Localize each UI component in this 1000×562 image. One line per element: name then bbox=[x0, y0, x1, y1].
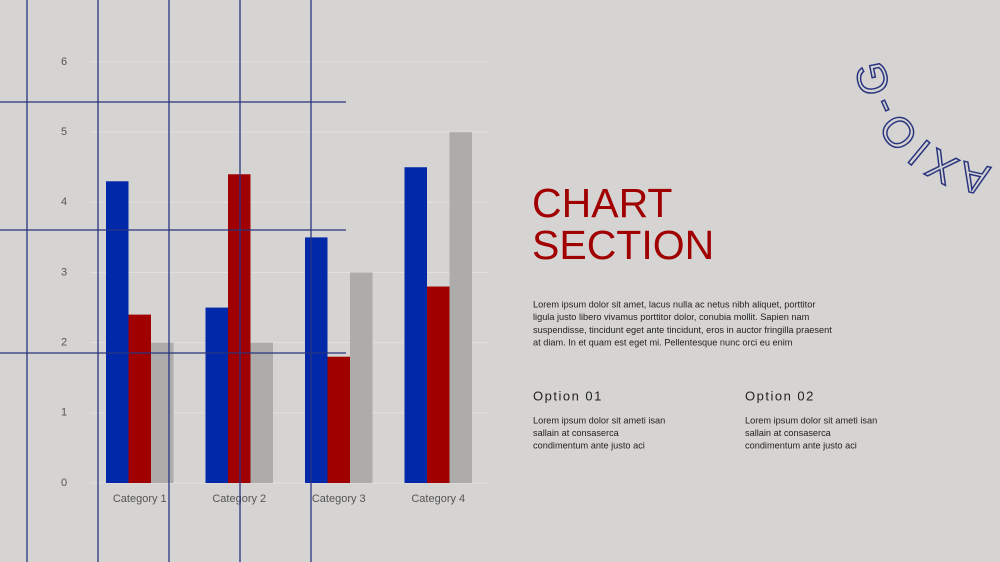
decor-text-path: AXIO-G bbox=[844, 51, 988, 205]
bar bbox=[250, 342, 273, 483]
option-title: Option 01 bbox=[533, 388, 603, 403]
bar bbox=[327, 356, 350, 483]
decor-lines bbox=[0, 0, 346, 562]
y-tick-label: 2 bbox=[61, 337, 67, 349]
bar bbox=[350, 272, 373, 483]
bar bbox=[305, 237, 328, 483]
y-tick-label: 0 bbox=[61, 477, 67, 489]
body-text: suspendisse, tincidunt eget ante tincidu… bbox=[533, 325, 832, 335]
y-tick-label: 6 bbox=[61, 56, 67, 68]
option-text: condimentum ante justo aci bbox=[533, 440, 645, 450]
option-title: Option 02 bbox=[745, 388, 815, 403]
x-tick-label: Category 4 bbox=[411, 493, 465, 505]
bar bbox=[151, 342, 174, 483]
option-text: condimentum ante justo aci bbox=[745, 440, 857, 450]
bar bbox=[205, 307, 228, 483]
bar bbox=[106, 181, 129, 484]
y-tick-label: 1 bbox=[61, 407, 67, 419]
body-text: ligula justo libero vivamus porttitor do… bbox=[533, 312, 810, 322]
y-tick-label: 3 bbox=[61, 266, 67, 278]
bar bbox=[427, 286, 450, 483]
slide-title: CHART bbox=[532, 180, 672, 226]
option-text: Lorem ipsum dolor sit ameti isan bbox=[533, 415, 665, 425]
bar bbox=[404, 167, 427, 483]
option-text: sallain at consaserca bbox=[745, 428, 832, 438]
y-tick-label: 4 bbox=[61, 196, 67, 208]
x-tick-label: Category 1 bbox=[113, 493, 167, 505]
bar bbox=[449, 132, 472, 483]
option-text: Lorem ipsum dolor sit ameti isan bbox=[745, 415, 877, 425]
body-text: Lorem ipsum dolor sit amet, lacus nulla … bbox=[533, 299, 815, 309]
slide-title: SECTION bbox=[532, 222, 714, 268]
decor-text: AXIO-G bbox=[845, 52, 993, 204]
chart: 0 1 2 3 4 5 6 Category 1 Category 2 Category 3 Cat… bbox=[61, 56, 488, 505]
y-tick-label: 5 bbox=[61, 126, 67, 138]
option-text: sallain at consaserca bbox=[533, 428, 620, 438]
x-tick-label: Category 2 bbox=[212, 493, 266, 505]
body-text: at diam. In et quam est eget mi. Pellent… bbox=[533, 338, 793, 348]
bar bbox=[228, 174, 251, 483]
x-tick-label: Category 3 bbox=[312, 493, 366, 505]
bar bbox=[128, 314, 151, 483]
